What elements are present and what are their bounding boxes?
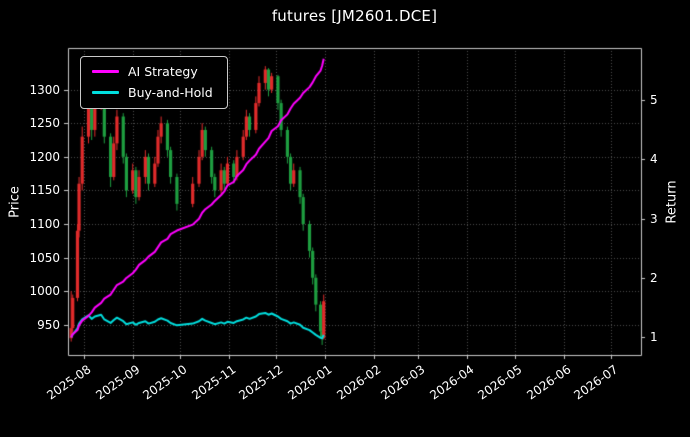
legend: AI Strategy Buy-and-Hold — [80, 56, 228, 109]
return-axis-label: Return — [664, 179, 680, 224]
legend-label-buy-and-hold: Buy-and-Hold — [128, 84, 213, 100]
chart-figure: futures [JM2601.DCE] Price Return 950 100… — [0, 0, 690, 421]
return-tick-label: 2 — [650, 270, 658, 285]
return-tick-label: 3 — [650, 211, 658, 226]
price-tick-label: 1000 — [29, 284, 60, 299]
price-tick-label: 950 — [37, 317, 60, 332]
price-tick-label: 1300 — [29, 82, 60, 97]
chart-title: futures [JM2601.DCE] — [271, 7, 438, 25]
legend-item-buy-and-hold: Buy-and-Hold — [92, 84, 213, 100]
price-tick-label: 1250 — [29, 116, 60, 131]
price-tick-label: 1050 — [29, 250, 60, 265]
price-tick-label: 1200 — [29, 149, 60, 164]
legend-label-ai-strategy: AI Strategy — [128, 64, 198, 79]
return-tick-label: 5 — [650, 93, 658, 108]
price-tick-label: 1100 — [29, 217, 60, 231]
return-tick-label: 1 — [650, 330, 658, 345]
ai-strategy-line-swatch — [92, 70, 119, 74]
return-tick-label: 4 — [650, 152, 658, 167]
legend-item-ai-strategy: AI Strategy — [92, 65, 213, 79]
buy-and-hold-line-swatch — [92, 91, 119, 95]
price-tick-label: 1150 — [29, 183, 60, 198]
